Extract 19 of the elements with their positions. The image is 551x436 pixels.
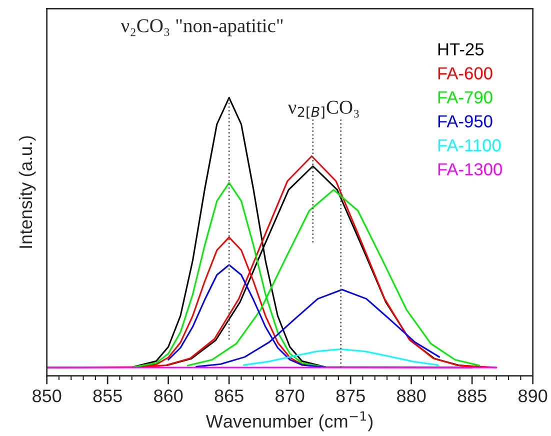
text: ν₂CO₃ "non-apatitic"	[120, 19, 283, 36]
text: FA-600	[438, 67, 492, 80]
text: FA-950	[438, 115, 492, 128]
x-tick-label: 855	[93, 390, 122, 402]
x-tick-label: 870	[276, 390, 304, 402]
x-tick-label: 865	[214, 390, 244, 402]
x-axis-title: Wavenumber (cm$^{−1}$)	[206, 411, 373, 432]
text: FA-1100	[438, 139, 501, 152]
text: HT-25	[438, 43, 484, 56]
text: FA-790	[438, 91, 492, 104]
x-tick-label: 890	[518, 390, 548, 402]
x-tick-label: 860	[154, 390, 183, 402]
x-tick-label: 875	[336, 390, 365, 402]
x-tick-label: 850	[32, 390, 62, 402]
x-tick-label: 880	[397, 390, 426, 402]
annotation: ν$_{2[B]}$CO₃	[288, 100, 359, 119]
x-tick-label: 885	[458, 390, 486, 402]
text: FA-1300	[438, 163, 502, 176]
y-axis-title: Intensity (a.u.)	[18, 136, 36, 248]
